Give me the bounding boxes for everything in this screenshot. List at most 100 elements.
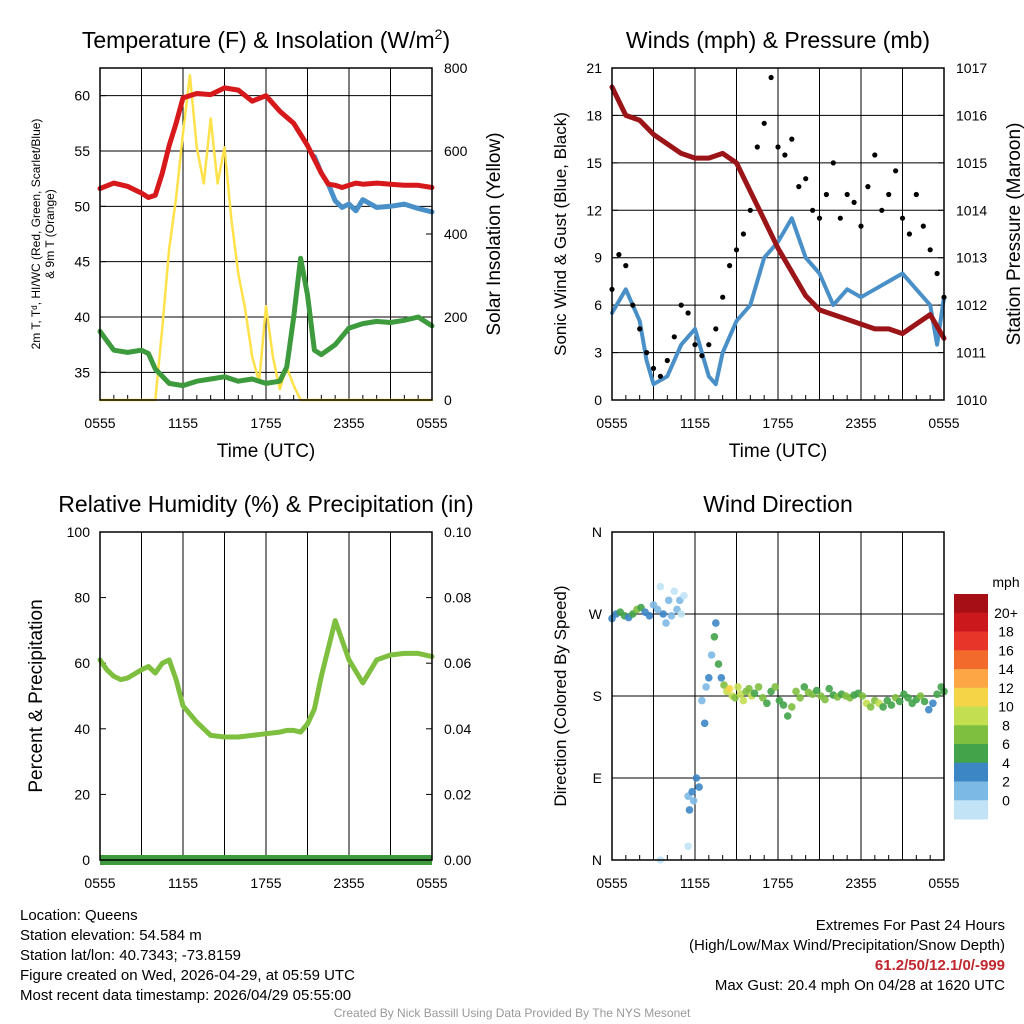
chart-title: Temperature (F) & Insolation (W/m2) xyxy=(82,26,450,53)
gust-point xyxy=(630,302,636,308)
gust-point xyxy=(637,326,643,332)
x-tick-label: 1155 xyxy=(680,415,710,431)
gust-point xyxy=(844,191,850,198)
gust-point xyxy=(816,215,823,221)
credit-text: Created By Nick Bassill Using Data Provi… xyxy=(333,1006,691,1020)
y-tick-label: 60 xyxy=(74,655,90,671)
direction-point xyxy=(684,842,692,851)
gust-point xyxy=(623,263,629,269)
temperature-panel: 0555 1155 1755 2355 0555 Temperature (F) & In… xyxy=(29,26,505,462)
elevation-text: Station elevation: 54.584 m xyxy=(20,927,202,944)
direction-point xyxy=(731,694,739,702)
x-axis-label: Time (UTC) xyxy=(217,441,316,462)
y-axis-label: Percent & Precipitation xyxy=(26,599,47,792)
y-tick-label: 35 xyxy=(74,364,90,380)
direction-point xyxy=(725,684,734,693)
y2-tick-label: 200 xyxy=(444,309,468,325)
colorbar-swatch xyxy=(954,669,988,689)
plot-border xyxy=(99,67,433,401)
y-tick-label: 20 xyxy=(74,786,90,802)
gust-point xyxy=(713,326,719,332)
colorbar-swatch xyxy=(954,594,988,614)
y-tick-label: 100 xyxy=(67,524,91,540)
colorbar-swatch xyxy=(954,612,988,632)
location-text: Location: Queens xyxy=(20,907,138,924)
gust-point xyxy=(754,144,760,150)
gust-point xyxy=(879,207,885,213)
colorbar-swatch xyxy=(954,762,988,782)
direction-point xyxy=(821,695,829,704)
direction-point xyxy=(656,582,665,591)
colorbar-label: 12 xyxy=(998,680,1014,696)
direction-point xyxy=(763,699,771,708)
colorbar-label: 20+ xyxy=(994,605,1018,621)
x-tick-label: 1155 xyxy=(168,415,198,431)
extremes-values: 61.2/50/12.1/0/-999 xyxy=(874,957,1005,974)
y2-tick-label: 0 xyxy=(444,392,452,408)
x-tick-label: 2355 xyxy=(333,875,364,891)
winds-panel: 0555 1155 1755 2355 0555 Winds (mph) & Pressu… xyxy=(551,27,1024,462)
y-tick-label: S xyxy=(593,688,602,704)
colorbar-swatch xyxy=(954,687,988,707)
wind-direction-panel: 0555 1155 1755 2355 0555 Wind Direction N E S W N D… xyxy=(551,491,1020,891)
x-tick-label: 0555 xyxy=(416,875,447,891)
gust-point xyxy=(927,247,933,253)
gust-point xyxy=(899,215,906,221)
direction-point xyxy=(879,703,887,711)
direction-point xyxy=(702,683,710,691)
y-tick-label: 18 xyxy=(586,107,602,123)
y-axis-label: Sonic Wind & Gust (Blue, Black) xyxy=(551,112,570,356)
humidity-line xyxy=(97,618,435,740)
extremes-title: Extremes For Past 24 Hours xyxy=(815,917,1005,934)
pressure-line xyxy=(609,84,947,341)
x-tick-label: 2355 xyxy=(845,875,876,891)
x-tick-label: 1155 xyxy=(168,875,198,891)
y2-axis-label: Solar Insolation (Yellow) xyxy=(484,132,505,335)
direction-point xyxy=(720,681,728,689)
y2-tick-label: 1011 xyxy=(956,345,986,361)
title-end: ) xyxy=(442,27,450,53)
y-tick-label: 50 xyxy=(74,198,90,214)
y2-axis-label: Station Pressure (Maroon) xyxy=(1004,123,1024,346)
plot-border xyxy=(611,531,945,861)
direction-point xyxy=(916,692,925,700)
direction-point xyxy=(707,651,716,659)
direction-point xyxy=(866,703,875,711)
direction-point xyxy=(904,694,912,702)
gust-point xyxy=(616,252,622,258)
direction-point xyxy=(710,633,719,641)
gust-point xyxy=(775,144,781,150)
direction-point xyxy=(670,587,679,595)
gust-point xyxy=(872,152,878,158)
y2-tick-label: 0.00 xyxy=(444,852,471,868)
direction-point xyxy=(745,684,753,693)
y-axis-label: 2m T, Tᵈ, HI/WC (Red, Green, Scarlet/Blu… xyxy=(29,119,43,350)
gust-point xyxy=(893,168,899,174)
y-tick-label: E xyxy=(593,770,602,786)
extremes-subtitle: (High/Low/Max Wind/Precipitation/Snow De… xyxy=(689,937,1005,954)
direction-point xyxy=(698,696,706,705)
x-tick-label: 0555 xyxy=(596,875,627,891)
direction-point xyxy=(677,610,685,618)
x-tick-label: 0555 xyxy=(416,415,447,431)
y-tick-label: 3 xyxy=(594,345,602,361)
y-tick-label: 60 xyxy=(74,88,90,104)
direction-point xyxy=(734,683,742,691)
latlon-text: Station lat/lon: 40.7343; -73.8159 xyxy=(20,947,242,964)
colorbar-swatch xyxy=(954,744,988,764)
direction-point xyxy=(714,660,723,668)
direction-point xyxy=(750,689,759,698)
y-tick-label: 6 xyxy=(594,297,602,313)
colorbar-label: 6 xyxy=(1002,736,1010,752)
gust-point xyxy=(906,231,913,237)
direction-point xyxy=(695,783,703,791)
direction-point xyxy=(858,692,867,700)
colorbar-label: 10 xyxy=(998,699,1014,715)
direction-point xyxy=(705,674,713,682)
y2-tick-label: 1016 xyxy=(956,107,987,123)
y-axis-label: Direction (Colored By Speed) xyxy=(551,585,570,806)
direction-point xyxy=(925,705,933,714)
humidity-panel: 0555 1155 1755 2355 0555 Relative Humidity (%… xyxy=(26,491,474,891)
direction-point xyxy=(771,683,779,691)
gust-point xyxy=(865,184,871,190)
